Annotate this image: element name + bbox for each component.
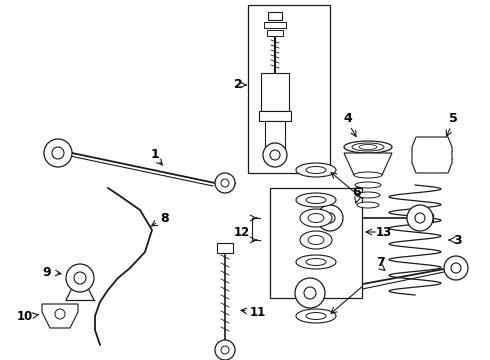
Bar [261, 73, 289, 111]
Polygon shape [344, 153, 392, 175]
Text: 10: 10 [17, 310, 33, 323]
Circle shape [215, 340, 235, 360]
Circle shape [451, 263, 461, 273]
Polygon shape [42, 304, 78, 328]
Ellipse shape [356, 192, 380, 198]
Ellipse shape [352, 143, 384, 151]
Ellipse shape [308, 235, 324, 244]
Bar [259, 111, 291, 121]
Circle shape [66, 264, 94, 292]
Bar [270, 188, 362, 298]
Text: 1: 1 [150, 148, 159, 162]
Bar [267, 30, 283, 36]
Bar [265, 121, 285, 149]
Text: 11: 11 [250, 306, 266, 319]
Circle shape [52, 147, 64, 159]
Ellipse shape [296, 309, 336, 323]
Circle shape [317, 205, 343, 231]
Ellipse shape [306, 197, 326, 203]
Text: 4: 4 [343, 112, 352, 125]
Circle shape [221, 179, 229, 187]
Ellipse shape [359, 144, 377, 149]
Circle shape [407, 205, 433, 231]
Bar [268, 12, 282, 20]
Ellipse shape [306, 312, 326, 320]
Circle shape [415, 213, 425, 223]
Text: 13: 13 [376, 225, 392, 238]
Ellipse shape [296, 193, 336, 207]
Text: 3: 3 [453, 234, 461, 247]
Ellipse shape [354, 172, 382, 178]
Circle shape [74, 272, 86, 284]
Circle shape [221, 346, 229, 354]
Ellipse shape [306, 258, 326, 266]
Circle shape [295, 278, 325, 308]
Ellipse shape [355, 182, 381, 188]
Circle shape [325, 213, 335, 223]
Bar [248, 5, 330, 173]
Circle shape [270, 150, 280, 160]
Text: 8: 8 [161, 211, 170, 225]
Text: 5: 5 [449, 112, 457, 125]
Bar [264, 22, 286, 28]
Ellipse shape [300, 231, 332, 249]
Bar [217, 243, 233, 253]
Ellipse shape [344, 141, 392, 153]
Circle shape [304, 287, 316, 299]
Ellipse shape [300, 209, 332, 227]
Circle shape [263, 143, 287, 167]
Circle shape [55, 309, 65, 319]
Ellipse shape [308, 213, 324, 222]
Polygon shape [412, 137, 452, 173]
Circle shape [215, 173, 235, 193]
Text: 12: 12 [234, 225, 250, 238]
Text: 9: 9 [43, 266, 51, 279]
Circle shape [44, 139, 72, 167]
Ellipse shape [296, 255, 336, 269]
Text: 2: 2 [234, 78, 243, 91]
Circle shape [444, 256, 468, 280]
Ellipse shape [296, 163, 336, 177]
Text: 7: 7 [376, 256, 384, 269]
Text: 6: 6 [353, 186, 361, 199]
Ellipse shape [357, 202, 379, 208]
Ellipse shape [306, 166, 326, 174]
